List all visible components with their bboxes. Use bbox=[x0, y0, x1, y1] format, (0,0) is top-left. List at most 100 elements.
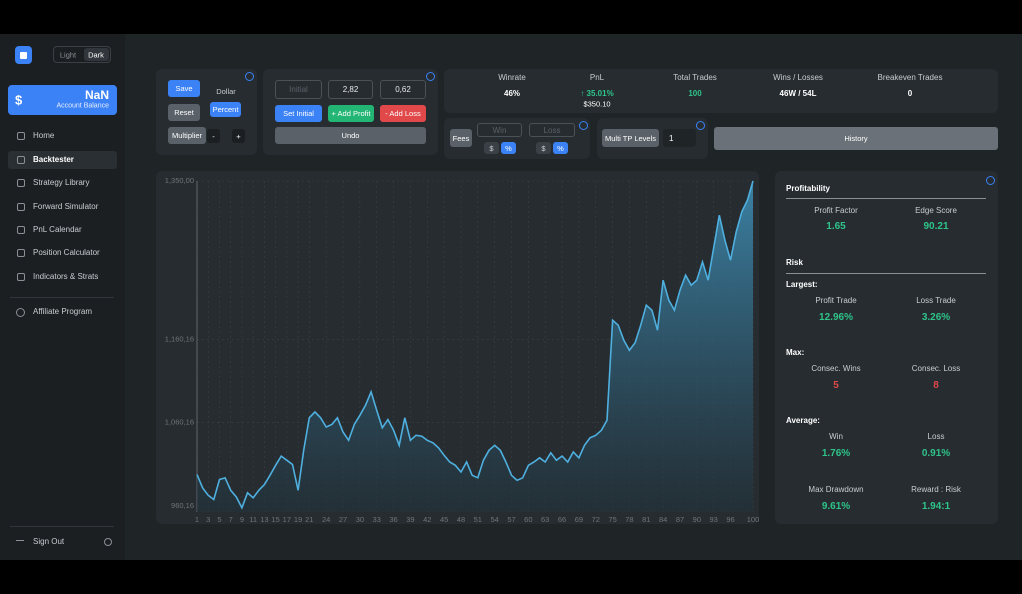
section-title: Risk bbox=[786, 258, 803, 267]
help-icon[interactable] bbox=[579, 121, 588, 130]
history-button[interactable]: History bbox=[714, 127, 998, 150]
loss-input[interactable]: 0,62 bbox=[380, 80, 426, 99]
metric-label: Reward : Risk bbox=[911, 485, 961, 494]
stat-value: 100 bbox=[688, 89, 702, 98]
percent-button[interactable]: Percent bbox=[210, 102, 241, 117]
unit-percent[interactable]: % bbox=[553, 142, 568, 154]
x-tick-label: 36 bbox=[389, 515, 397, 524]
nav-icon bbox=[17, 179, 25, 187]
stat-label: PnL bbox=[589, 73, 605, 82]
x-tick-label: 24 bbox=[322, 515, 330, 524]
x-tick-label: 57 bbox=[507, 515, 515, 524]
group-title: Largest: bbox=[786, 280, 818, 289]
metric-value: 0.91% bbox=[921, 448, 951, 459]
multi-tp-button[interactable]: Multi TP Levels bbox=[602, 129, 659, 147]
x-tick-label: 96 bbox=[726, 515, 734, 524]
metric-value: 9.61% bbox=[821, 501, 851, 512]
separator bbox=[10, 297, 114, 298]
x-tick-label: 93 bbox=[710, 515, 718, 524]
undo-button[interactable]: Undo bbox=[275, 127, 426, 144]
tp-select[interactable]: 1 bbox=[663, 129, 696, 147]
add-loss-button[interactable]: - Add Loss bbox=[380, 105, 426, 122]
dollar-button[interactable]: Dollar bbox=[216, 87, 236, 96]
metric-value: 3.26% bbox=[921, 312, 951, 323]
logo-mark bbox=[20, 52, 27, 59]
minus-button[interactable]: - bbox=[207, 129, 220, 143]
fee-win-input[interactable]: Win bbox=[477, 123, 522, 137]
x-tick-label: 27 bbox=[339, 515, 347, 524]
nav-icon bbox=[17, 132, 25, 140]
theme-active bbox=[84, 48, 109, 61]
x-tick-label: 72 bbox=[592, 515, 600, 524]
x-tick-label: 39 bbox=[406, 515, 414, 524]
nav-item: Home bbox=[33, 131, 55, 140]
pnl-chart: 960,161,060,161,160,161,350,001 3 5 7 9 11 13 1… bbox=[165, 176, 759, 524]
group-title: Max: bbox=[786, 348, 805, 357]
help-icon[interactable] bbox=[986, 176, 995, 185]
help-icon[interactable] bbox=[696, 121, 705, 130]
nav-item: Backtester bbox=[33, 155, 74, 164]
save-button[interactable]: Save bbox=[168, 80, 200, 97]
stats-panel bbox=[444, 69, 998, 113]
y-tick-label: 1,160,16 bbox=[165, 334, 194, 343]
theme-dark: Dark bbox=[88, 50, 104, 60]
fees-button[interactable]: Fees bbox=[450, 129, 472, 147]
x-tick-label: 78 bbox=[625, 515, 633, 524]
divider bbox=[786, 273, 986, 274]
metric-label: Profit Factor bbox=[814, 206, 858, 215]
x-tick-label: 15 bbox=[271, 515, 279, 524]
y-tick-label: 1,060,16 bbox=[165, 418, 194, 427]
help-icon[interactable] bbox=[245, 72, 254, 81]
x-tick-label: 1 bbox=[195, 515, 199, 524]
metric-label: Max Drawdown bbox=[808, 485, 864, 494]
line bbox=[196, 180, 754, 510]
unit-percent[interactable]: % bbox=[501, 142, 516, 154]
x-tick-label: 66 bbox=[558, 515, 566, 524]
metric-value: 1.65 bbox=[826, 221, 846, 232]
balance-value: NaN bbox=[84, 88, 109, 102]
nav-icon bbox=[17, 226, 25, 234]
sign-out: Sign Out bbox=[33, 537, 65, 546]
metric-value: 5 bbox=[833, 380, 839, 391]
group-title: Average: bbox=[786, 416, 820, 425]
x-tick-label: 5 bbox=[217, 515, 221, 524]
metric-value: 12.96% bbox=[819, 312, 853, 323]
metric-label: Consec. Wins bbox=[811, 364, 861, 373]
profit-input[interactable]: 2,82 bbox=[328, 80, 373, 99]
multiplier-button[interactable]: Multiplier bbox=[168, 127, 206, 144]
divider bbox=[786, 198, 986, 199]
help-icon[interactable] bbox=[426, 72, 435, 81]
add-profit-button[interactable]: + Add Profit bbox=[328, 105, 374, 122]
stat-value: ↑ 35.01% bbox=[580, 89, 614, 98]
nav-item: PnL Calendar bbox=[33, 225, 82, 234]
y-tick-label: 1,350,00 bbox=[165, 176, 194, 185]
stat-value: 46W / 54L bbox=[779, 89, 817, 98]
x-tick-label: 19 bbox=[294, 515, 302, 524]
metrics-panel bbox=[775, 171, 998, 524]
nav-item: Indicators & Strats bbox=[33, 272, 99, 281]
x-tick-label: 100 bbox=[747, 515, 759, 524]
metric-label: Edge Score bbox=[915, 206, 957, 215]
unit-dollar[interactable]: $ bbox=[536, 142, 551, 154]
section-title: Profitability bbox=[786, 184, 831, 193]
settings-icon[interactable] bbox=[104, 538, 112, 546]
nav-icon bbox=[17, 249, 25, 257]
stat-label: Breakeven Trades bbox=[877, 73, 943, 82]
area-fill bbox=[197, 181, 753, 512]
x-tick-label: 13 bbox=[260, 515, 268, 524]
balance-symbol: $ bbox=[15, 92, 23, 108]
initial-input[interactable]: Initial bbox=[275, 80, 322, 99]
nav-icon bbox=[16, 308, 25, 317]
balance-label: Account Balance bbox=[56, 102, 109, 110]
fee-loss-input[interactable]: Loss bbox=[529, 123, 575, 137]
x-tick-label: 60 bbox=[524, 515, 532, 524]
unit-dollar[interactable]: $ bbox=[484, 142, 499, 154]
plus-button[interactable]: + bbox=[232, 129, 245, 143]
reset-button[interactable]: Reset bbox=[168, 104, 200, 121]
metric-label: Loss bbox=[927, 432, 945, 441]
set-initial-button[interactable]: Set Initial bbox=[275, 105, 322, 122]
theme-toggle[interactable] bbox=[53, 46, 111, 63]
theme-light: Light bbox=[59, 50, 77, 60]
x-tick-label: 3 bbox=[206, 515, 210, 524]
